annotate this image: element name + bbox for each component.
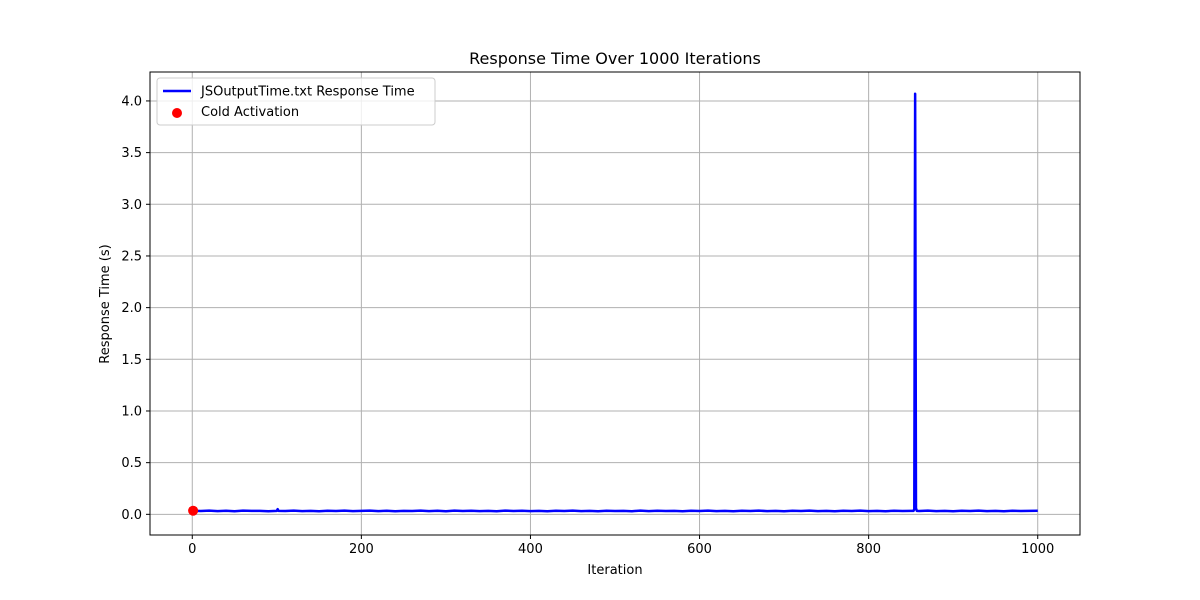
- chart-title: Response Time Over 1000 Iterations: [469, 49, 761, 68]
- y-tick-label: 1.0: [121, 404, 142, 419]
- y-tick-label: 4.0: [121, 94, 142, 109]
- legend-marker-swatch: [172, 108, 182, 118]
- x-tick-label: 0: [188, 542, 196, 557]
- y-tick-label: 2.0: [121, 301, 142, 316]
- legend-label-response-time: JSOutputTime.txt Response Time: [200, 85, 415, 100]
- x-tick-label: 400: [518, 542, 543, 557]
- y-tick-label: 3.5: [121, 146, 142, 161]
- y-axis-label: Response Time (s): [98, 244, 113, 363]
- series-line-response-time: [193, 92, 1038, 513]
- legend: JSOutputTime.txt Response Time Cold Acti…: [156, 77, 436, 126]
- grid-lines: [150, 72, 1080, 535]
- plot-area-frame: [149, 71, 1081, 536]
- x-tick-label: 200: [349, 542, 374, 557]
- x-tick-label: 1000: [1021, 542, 1054, 557]
- series-layer: [188, 92, 1038, 516]
- x-tick-label: 600: [687, 542, 712, 557]
- cold-activation-point: [188, 505, 199, 516]
- legend-frame: [156, 77, 436, 126]
- y-tick-label: 2.5: [121, 249, 142, 264]
- x-axis-label: Iteration: [587, 563, 642, 578]
- axis-ticks: 0 200 400 600 800 1000 0.0 0.5 1.0 1.5 2.0 2.5 3.0 3.…: [121, 94, 1054, 557]
- x-tick-label: 800: [856, 542, 881, 557]
- legend-label-cold-activation: Cold Activation: [201, 105, 299, 120]
- y-tick-label: 3.0: [121, 198, 142, 213]
- y-tick-label: 0.0: [121, 508, 142, 523]
- y-tick-label: 1.5: [121, 353, 142, 368]
- y-tick-label: 0.5: [121, 456, 142, 471]
